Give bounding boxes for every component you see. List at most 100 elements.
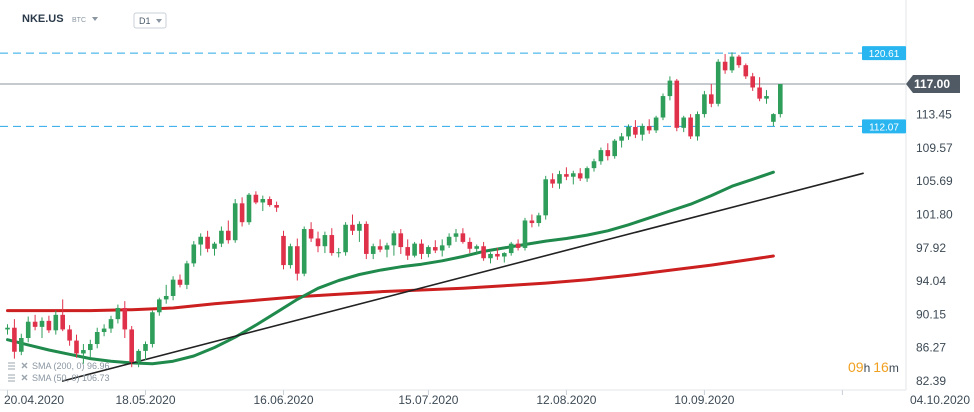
candle-body <box>439 245 445 251</box>
candle-up <box>778 84 783 118</box>
candle-up <box>508 241 514 256</box>
candle-down <box>177 274 183 288</box>
x-axis: 20.04.2020 18.05.2020 16.06.2020 15.07.2020… <box>4 390 970 407</box>
candle-body <box>301 229 307 274</box>
candle-body <box>205 236 210 249</box>
candle-down <box>405 239 410 260</box>
candle-body <box>778 84 783 115</box>
candle-body <box>598 150 604 162</box>
candle-up <box>39 317 45 339</box>
indicator-legend: SMA (200, 0) 96.96 SMA (50, 0) 106.73 <box>8 361 110 383</box>
candle-up <box>715 59 721 107</box>
candle-down <box>74 334 79 358</box>
candle-up <box>522 217 528 251</box>
candle-down <box>633 120 638 139</box>
candle-body <box>674 80 680 128</box>
candle-down <box>267 196 272 207</box>
candle-body <box>419 243 424 254</box>
y-tick-label: 109.57 <box>916 141 953 155</box>
candle-up <box>536 212 542 227</box>
candle-up <box>136 349 141 368</box>
y-tick-label: 82.39 <box>916 374 946 388</box>
candle-body <box>508 243 514 254</box>
candle-body <box>370 246 376 254</box>
menu-icon[interactable] <box>8 374 15 382</box>
price-tag-current: 117.00 <box>906 75 960 94</box>
candle-body <box>750 76 755 88</box>
x-tick-label: 10.09.2020 <box>674 393 734 407</box>
candle-body <box>467 241 473 249</box>
legend-item-sma50[interactable]: SMA (50, 0) 106.73 <box>8 373 110 383</box>
candle-down <box>32 314 38 331</box>
candle-up <box>557 170 562 189</box>
candle-up <box>488 252 493 264</box>
candle-body <box>288 246 293 266</box>
candle-up <box>640 123 645 141</box>
candle-body <box>715 61 721 104</box>
candle-down <box>364 221 369 260</box>
candle-up <box>25 316 31 343</box>
candle-body <box>536 215 542 224</box>
legend-label-sma200: SMA (200, 0) 96.96 <box>32 361 110 371</box>
candle-body <box>577 173 583 179</box>
candle-body <box>246 194 252 223</box>
candle-body <box>32 321 38 327</box>
candle-up <box>81 344 86 364</box>
candle-up <box>660 93 666 121</box>
candle-up <box>115 304 121 324</box>
candle-up <box>619 132 624 148</box>
candle-down <box>377 239 383 253</box>
x-tick-label: 04.10.2020 <box>910 393 970 407</box>
candle-body <box>709 94 714 104</box>
candle-down <box>122 301 128 339</box>
y-tick-label: 86.27 <box>916 341 946 355</box>
candle-body <box>502 253 507 257</box>
candle-up <box>163 284 169 304</box>
candle-body <box>108 319 114 329</box>
candle-up <box>474 244 479 255</box>
candle-body <box>695 114 700 137</box>
candle-body <box>60 314 65 330</box>
candle-down <box>46 315 52 333</box>
candle-body <box>88 344 93 351</box>
candle-down <box>129 326 134 368</box>
candle-body <box>377 246 383 250</box>
sma50-line <box>6 170 775 366</box>
candle-body <box>412 243 417 256</box>
candle-up <box>357 221 362 242</box>
candle-up <box>170 276 176 301</box>
close-icon[interactable] <box>21 374 28 381</box>
candle-up <box>370 243 376 260</box>
candle-body <box>398 233 404 248</box>
candle-up <box>612 138 617 159</box>
candle-up <box>591 158 597 172</box>
menu-icon[interactable] <box>8 362 15 370</box>
candle-down <box>205 230 210 253</box>
timeframe-select[interactable] <box>133 12 167 29</box>
x-tick-label: 16.06.2020 <box>253 393 313 407</box>
candle-body <box>681 117 686 128</box>
candle-down <box>529 214 535 228</box>
legend-item-sma200[interactable]: SMA (200, 0) 96.96 <box>8 361 110 371</box>
sma200-line <box>6 254 775 313</box>
candle-body <box>143 344 148 351</box>
trendline-layer <box>61 172 864 382</box>
candle-body <box>281 235 286 266</box>
candle-down <box>308 222 314 242</box>
candle-body <box>764 96 769 99</box>
y-axis: 113.45 109.57 105.69 101.80 97.92 94.04 90.15 8… <box>916 108 953 388</box>
candle-body <box>226 230 231 241</box>
candle-down <box>757 77 762 102</box>
legend-label-sma50: SMA (50, 0) 106.73 <box>32 373 110 383</box>
filter-icon[interactable] <box>92 17 98 21</box>
candle-up <box>681 115 686 133</box>
candle-up <box>5 324 10 335</box>
candle-body <box>19 338 24 352</box>
price-tag-lower: 112.07 <box>862 119 906 134</box>
candle-body <box>515 243 521 248</box>
candle-down <box>253 191 259 205</box>
candle-down <box>467 237 473 254</box>
close-icon[interactable] <box>21 362 28 369</box>
candle-body <box>322 235 328 247</box>
candle-body <box>191 244 197 264</box>
